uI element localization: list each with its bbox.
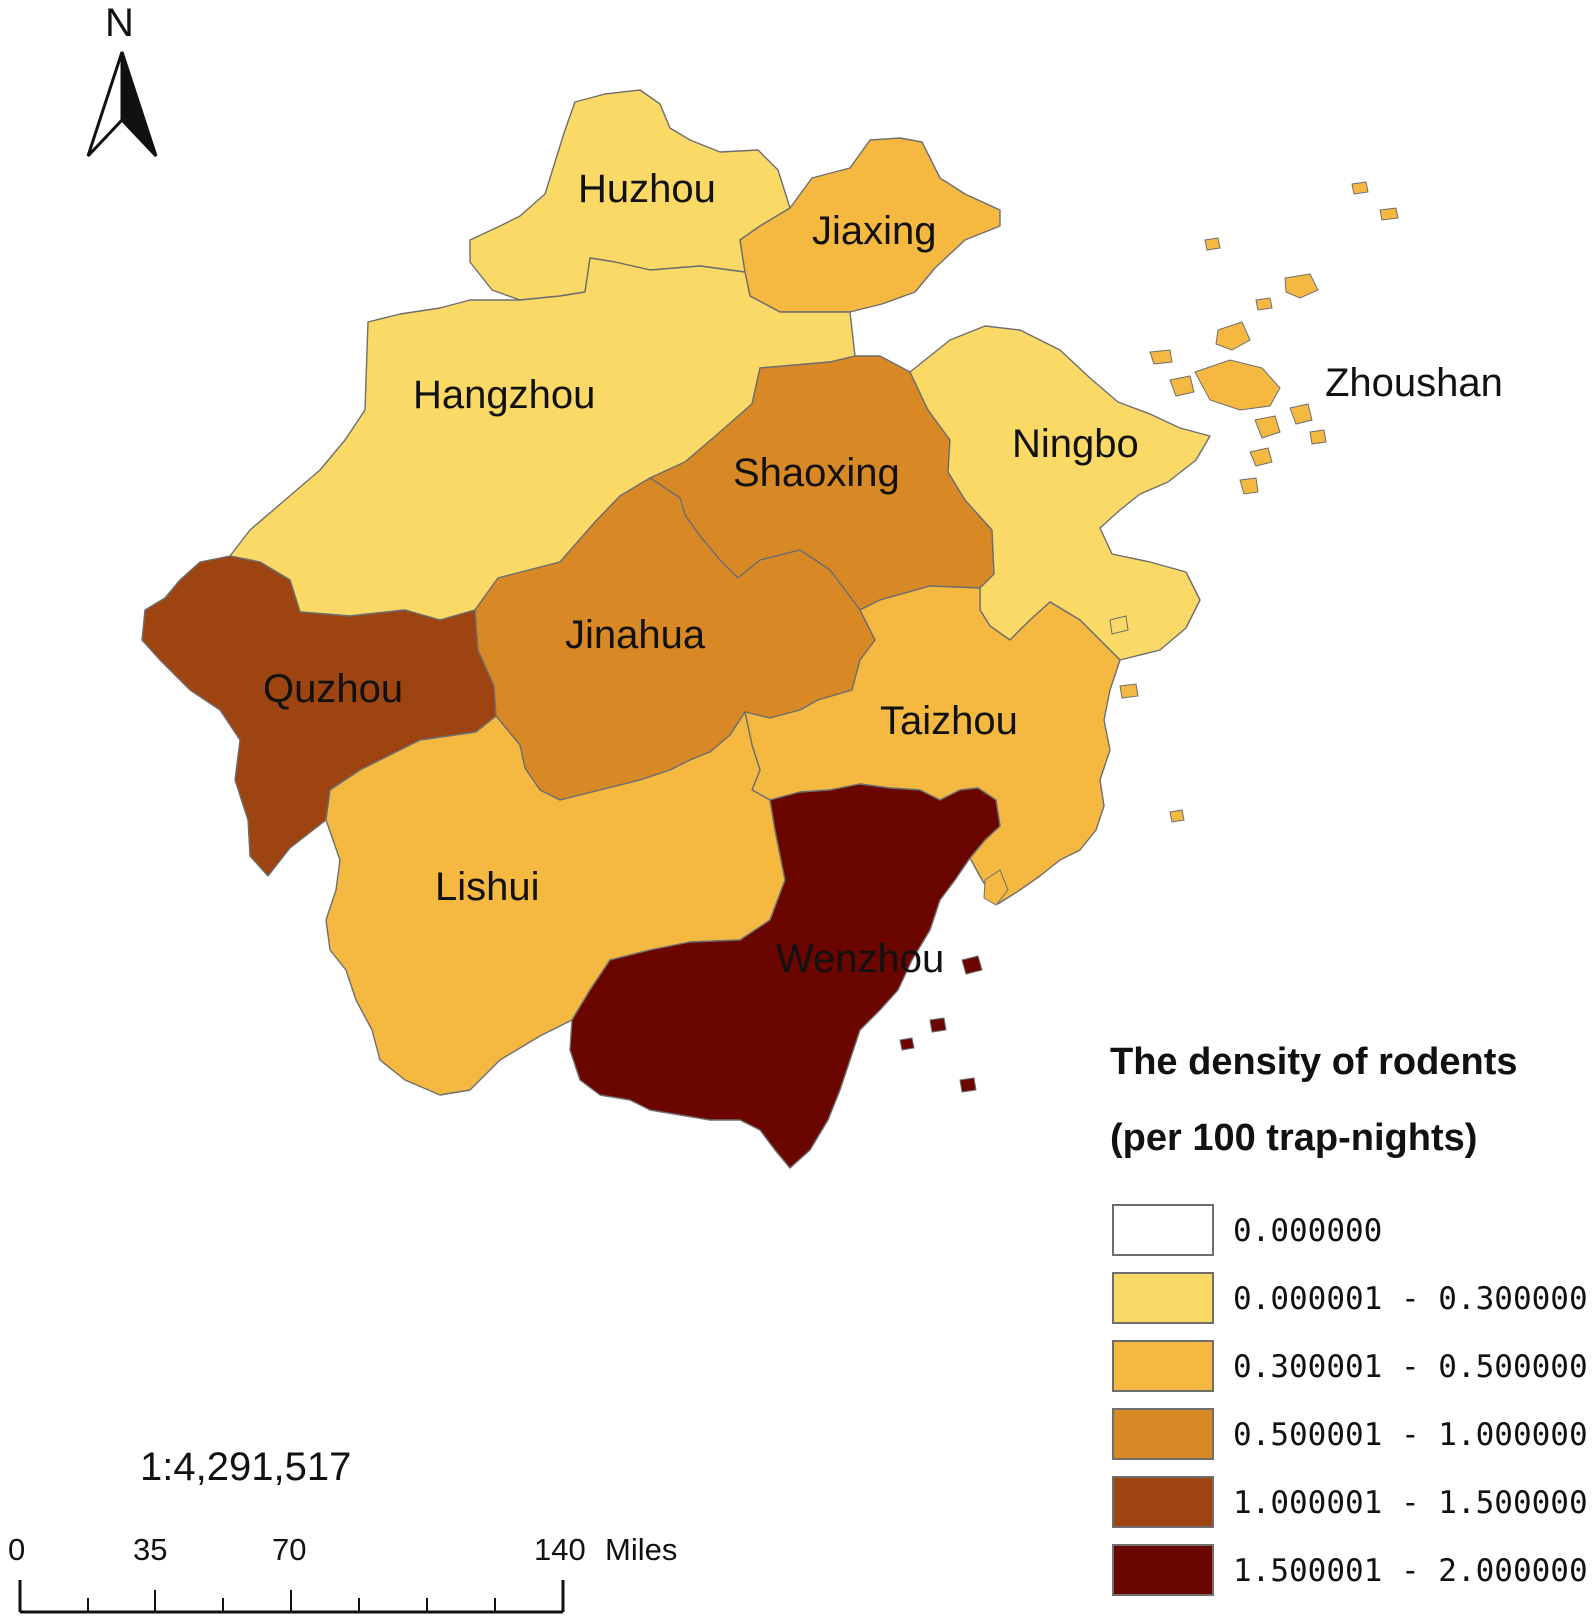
legend-label-1: 0.000001 - 0.300000	[1233, 1281, 1588, 1317]
label-huzhou: Huzhou	[578, 167, 716, 211]
legend-label-0: 0.000000	[1233, 1213, 1382, 1249]
label-zhoushan: Zhoushan	[1325, 361, 1503, 405]
legend-label-5: 1.500001 - 2.000000	[1233, 1553, 1588, 1589]
legend-swatch-5	[1112, 1544, 1214, 1596]
legend-label-3: 0.500001 - 1.000000	[1233, 1417, 1588, 1453]
north-letter: N	[105, 1, 134, 45]
scale-tick-140: 140	[534, 1532, 586, 1567]
region-ningbo	[909, 325, 1211, 661]
north-arrow-icon	[86, 51, 158, 158]
label-jinahua: Jinahua	[565, 613, 706, 657]
scale-bar: 0 35 70 140 Miles	[8, 1532, 677, 1614]
scale-tick-0: 0	[8, 1532, 25, 1567]
scale-ratio: 1:4,291,517	[140, 1445, 351, 1489]
legend-title-line1: The density of rodents	[1110, 1041, 1517, 1083]
label-lishui: Lishui	[435, 865, 540, 909]
scale-tick-70: 70	[272, 1532, 306, 1567]
legend-label-2: 0.300001 - 0.500000	[1233, 1349, 1588, 1385]
legend-swatch-3	[1112, 1408, 1214, 1460]
label-wenzhou: Wenzhou	[776, 937, 944, 981]
label-hangzhou: Hangzhou	[413, 373, 595, 417]
label-quzhou: Quzhou	[263, 667, 403, 711]
scale-tick-35: 35	[133, 1532, 167, 1567]
label-jiaxing: Jiaxing	[812, 209, 937, 253]
legend: The density of rodents (per 100 trap-nig…	[1110, 1041, 1588, 1596]
legend-swatch-4	[1112, 1476, 1214, 1528]
legend-swatch-1	[1112, 1272, 1214, 1324]
label-ningbo: Ningbo	[1012, 422, 1139, 466]
scale-unit: Miles	[605, 1532, 677, 1567]
legend-title-line2: (per 100 trap-nights)	[1110, 1117, 1477, 1159]
label-taizhou: Taizhou	[880, 699, 1018, 743]
label-shaoxing: Shaoxing	[733, 451, 900, 495]
legend-swatch-0	[1112, 1204, 1214, 1256]
legend-swatch-2	[1112, 1340, 1214, 1392]
legend-label-4: 1.000001 - 1.500000	[1233, 1485, 1588, 1521]
islands	[899, 181, 1399, 1093]
region-wenzhou	[569, 783, 1001, 1169]
